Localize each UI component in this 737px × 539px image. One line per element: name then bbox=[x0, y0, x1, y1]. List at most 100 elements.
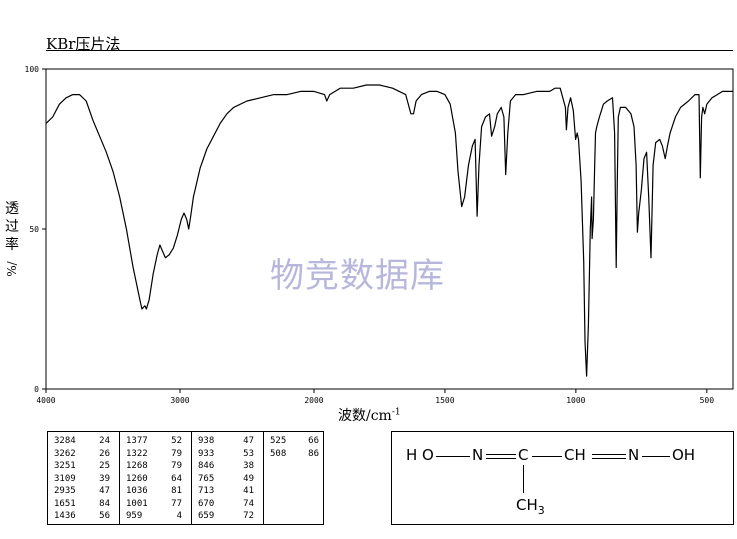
bond-c-ch3 bbox=[523, 465, 524, 493]
peak-row: 3262 26 bbox=[54, 448, 115, 461]
x-tick-label: 1000 bbox=[566, 396, 585, 405]
peak-transmittance: 52 bbox=[171, 436, 182, 446]
bond-o-n bbox=[436, 456, 470, 457]
peak-wavenumber: 1260 bbox=[126, 473, 148, 484]
peak-transmittance: 56 bbox=[99, 511, 110, 521]
peak-row: 933 53 bbox=[198, 448, 259, 461]
x-tick-label: 2000 bbox=[304, 396, 323, 405]
peak-wavenumber: 933 bbox=[198, 448, 215, 459]
peak-row: 1436 56 bbox=[54, 510, 115, 523]
structure-ch3-sub: 3 bbox=[537, 504, 545, 517]
x-axis-label: 波数/cm-1 bbox=[338, 405, 401, 425]
peak-wavenumber: 1377 bbox=[126, 436, 148, 446]
y-axis-label-char: 过 bbox=[5, 219, 19, 235]
title-rule bbox=[46, 50, 733, 51]
peak-transmittance: 25 bbox=[99, 461, 110, 471]
peak-wavenumber: 1268 bbox=[126, 461, 148, 471]
x-tick-label: 500 bbox=[700, 396, 715, 405]
y-tick-label: 50 bbox=[29, 225, 39, 234]
peak-transmittance: 39 bbox=[99, 473, 110, 484]
peak-row: 1377 52 bbox=[126, 435, 187, 448]
peak-row: 3251 25 bbox=[54, 460, 115, 473]
bond-n-c-lower bbox=[486, 458, 516, 459]
peak-wavenumber: 765 bbox=[198, 473, 215, 484]
peak-row: 508 86 bbox=[270, 448, 319, 461]
structure-ho: H O bbox=[406, 446, 434, 464]
peak-transmittance: 64 bbox=[171, 473, 182, 484]
watermark: 物竞数据库 bbox=[270, 256, 445, 296]
structure-oh: OH bbox=[672, 446, 696, 464]
peak-transmittance: 49 bbox=[243, 473, 254, 484]
structure-ch3-text: CH bbox=[516, 496, 538, 514]
plot-frame bbox=[45, 68, 734, 390]
peak-transmittance: 79 bbox=[171, 448, 182, 459]
peak-row: 959 4 bbox=[126, 510, 187, 523]
peak-wavenumber: 1651 bbox=[54, 498, 76, 509]
y-axis-unit: %/ bbox=[5, 261, 19, 277]
peak-transmittance: 86 bbox=[308, 448, 319, 459]
x-axis-label-text: 波数/cm bbox=[338, 408, 392, 424]
peak-wavenumber: 508 bbox=[270, 448, 287, 459]
peak-column: 1377 52 1322 79 1268 79 1260 64 1036 81 1001 77 959 4 bbox=[120, 432, 192, 524]
peak-transmittance: 41 bbox=[243, 486, 254, 496]
bond-ch-n-lower bbox=[592, 458, 626, 459]
page-title: KBr压片法 bbox=[46, 35, 121, 53]
x-tick-label: 3000 bbox=[170, 396, 189, 405]
peak-wavenumber: 1036 bbox=[126, 486, 148, 496]
peak-transmittance: 74 bbox=[243, 498, 254, 509]
peak-wavenumber: 3284 bbox=[54, 436, 76, 446]
x-tick-label: 1500 bbox=[435, 396, 454, 405]
peak-row: 1036 81 bbox=[126, 485, 187, 498]
bond-n-oh bbox=[642, 456, 670, 457]
ir-spectrum-chart: 4000 3000 2000 1500 1000 500 0 50 100 bbox=[25, 65, 734, 405]
y-axis-label-char: 率 bbox=[5, 237, 19, 253]
peak-row: 525 66 bbox=[270, 435, 319, 448]
peak-row: 713 41 bbox=[198, 485, 259, 498]
peak-row: 3109 39 bbox=[54, 473, 115, 486]
peak-transmittance: 79 bbox=[171, 461, 182, 471]
peak-wavenumber: 846 bbox=[198, 461, 215, 471]
peak-row: 3284 24 bbox=[54, 435, 115, 448]
peak-transmittance: 72 bbox=[243, 511, 254, 521]
y-tick-label: 100 bbox=[25, 65, 40, 74]
structure-ch3: CH3 bbox=[516, 496, 545, 517]
peak-wavenumber: 938 bbox=[198, 436, 215, 446]
peak-transmittance: 84 bbox=[99, 498, 110, 509]
peak-wavenumber: 525 bbox=[270, 436, 287, 446]
peak-row: 846 38 bbox=[198, 460, 259, 473]
peak-row: 1001 77 bbox=[126, 498, 187, 511]
peak-transmittance: 4 bbox=[176, 511, 182, 521]
peak-transmittance: 77 bbox=[171, 498, 182, 509]
peak-transmittance: 53 bbox=[243, 448, 254, 459]
peak-row: 670 74 bbox=[198, 498, 259, 511]
peak-transmittance: 38 bbox=[243, 461, 254, 471]
peak-transmittance: 24 bbox=[99, 436, 110, 446]
peak-row: 659 72 bbox=[198, 510, 259, 523]
structure-box: H O N C CH N OH CH3 bbox=[391, 431, 734, 525]
peak-wavenumber: 1001 bbox=[126, 498, 148, 509]
spectrum-line bbox=[45, 84, 733, 377]
peak-row: 2935 47 bbox=[54, 485, 115, 498]
peak-wavenumber: 3262 bbox=[54, 448, 76, 459]
peak-row: 938 47 bbox=[198, 435, 259, 448]
structure-n1: N bbox=[472, 446, 484, 464]
structure-n2: N bbox=[628, 446, 640, 464]
bond-ch-n-upper bbox=[592, 454, 626, 455]
y-axis-label-char: 透 bbox=[5, 201, 19, 217]
peak-column: 938 47 933 53 846 38 765 49 713 41 670 74 659 72 bbox=[192, 432, 264, 524]
peak-row: 1322 79 bbox=[126, 448, 187, 461]
peak-transmittance: 66 bbox=[308, 436, 319, 446]
bond-n-c-upper bbox=[486, 454, 516, 455]
peak-table: 3284 24 3262 26 3251 25 3109 39 2935 47 1651 84 1436… bbox=[47, 431, 324, 525]
x-axis-label-sup: -1 bbox=[391, 407, 401, 418]
peak-row: 1651 84 bbox=[54, 498, 115, 511]
peak-wavenumber: 3251 bbox=[54, 461, 76, 471]
peak-wavenumber: 713 bbox=[198, 486, 215, 496]
structure-ch: CH bbox=[564, 446, 586, 464]
peak-column: 3284 24 3262 26 3251 25 3109 39 2935 47 1651 84 1436… bbox=[48, 432, 120, 524]
peak-transmittance: 26 bbox=[99, 448, 110, 459]
peak-wavenumber: 1322 bbox=[126, 448, 148, 459]
peak-transmittance: 81 bbox=[171, 486, 182, 496]
peak-wavenumber: 3109 bbox=[54, 473, 76, 484]
bond-c-ch bbox=[532, 456, 562, 457]
